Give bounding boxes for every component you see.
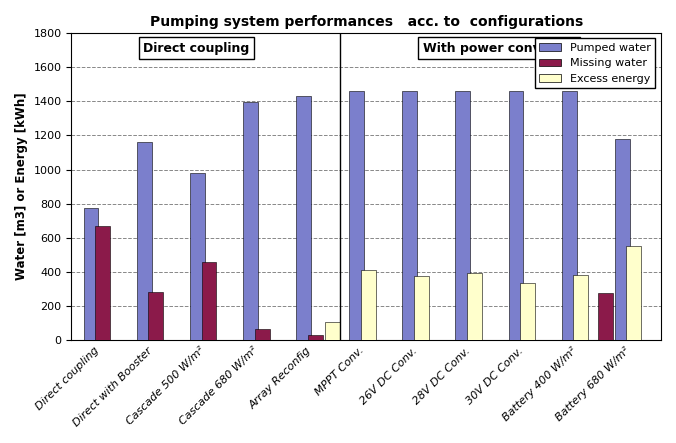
Bar xyxy=(255,329,270,340)
Bar xyxy=(573,275,588,340)
Bar xyxy=(324,323,339,340)
Bar xyxy=(95,226,110,340)
Title: Pumping system performances   acc. to  configurations: Pumping system performances acc. to conf… xyxy=(149,15,583,29)
Legend: Pumped water, Missing water, Excess energy: Pumped water, Missing water, Excess ener… xyxy=(535,39,656,89)
Y-axis label: Water [m3] or Energy [kWh]: Water [m3] or Energy [kWh] xyxy=(15,93,28,280)
Bar xyxy=(308,335,322,340)
Bar xyxy=(84,208,99,340)
Bar xyxy=(456,91,470,340)
Bar xyxy=(361,270,376,340)
Bar xyxy=(243,102,258,340)
Bar xyxy=(190,173,205,340)
Text: With power converter: With power converter xyxy=(422,42,575,55)
Bar xyxy=(614,139,629,340)
Text: Direct coupling: Direct coupling xyxy=(143,42,249,55)
Bar xyxy=(201,262,216,340)
Bar xyxy=(467,273,482,340)
Bar xyxy=(598,293,612,340)
Bar xyxy=(508,91,523,340)
Bar xyxy=(402,91,417,340)
Bar xyxy=(627,245,642,340)
Bar xyxy=(562,91,577,340)
Bar xyxy=(349,91,364,340)
Bar xyxy=(414,276,429,340)
Bar xyxy=(149,291,164,340)
Bar xyxy=(521,283,535,340)
Bar xyxy=(296,96,311,340)
Bar xyxy=(137,142,151,340)
